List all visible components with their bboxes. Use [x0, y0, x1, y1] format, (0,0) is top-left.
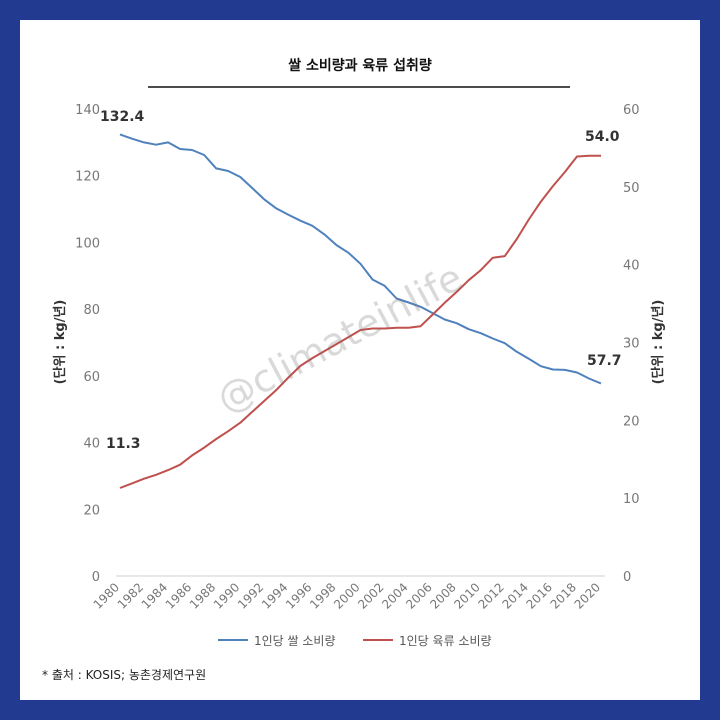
x-tick-label: 1984 [139, 580, 170, 611]
legend-label-2: 1인당 육류 소비량 [399, 634, 492, 648]
x-tick-label: 2010 [451, 580, 482, 611]
chart-svg: 쌀 소비량과 육류 섭취량 0 20 40 60 80 100 120 140 0 10 20 30 40… [52, 57, 666, 648]
chart-title: 쌀 소비량과 육류 섭취량 [288, 57, 432, 74]
y-tick-label-left: 80 [83, 303, 100, 318]
x-tick-label: 1994 [259, 580, 290, 611]
series-line-1 [119, 133, 602, 385]
x-tick-label: 1988 [187, 580, 218, 611]
y-tick-label-left: 120 [75, 170, 100, 185]
source-note: * 출처 : KOSIS; 농촌경제연구원 [42, 668, 207, 682]
x-tick-label: 1982 [115, 580, 146, 611]
x-tick-label: 1992 [235, 580, 266, 611]
y-tick-label-right: 30 [623, 337, 640, 352]
y-tick-label-right: 0 [623, 570, 631, 585]
x-tick-label: 2020 [572, 580, 603, 611]
y-tick-label-left: 140 [75, 103, 100, 118]
x-tick-label: 1990 [211, 580, 242, 611]
y-axis-title-right: (단위 : kg/년) [650, 300, 666, 385]
x-tick-label: 1996 [283, 580, 314, 611]
y-tick-label-left: 40 [83, 437, 100, 452]
x-tick-label: 2002 [355, 580, 386, 611]
x-tick-label: 2016 [524, 580, 555, 611]
x-tick-label: 2014 [499, 580, 530, 611]
x-tick-label: 2012 [475, 580, 506, 611]
x-tick-label: 2008 [427, 580, 458, 611]
x-tick-label: 1998 [307, 580, 338, 611]
y-tick-label-left: 20 [83, 503, 100, 518]
y-tick-label-right: 40 [623, 259, 640, 274]
y-axis-title-left: (단위 : kg/년) [52, 300, 68, 385]
data-label-rice-first: 132.4 [100, 109, 145, 125]
x-tick-label: 2006 [403, 580, 434, 611]
data-label-meat-first: 11.3 [106, 436, 141, 452]
chart-card: 쌀 소비량과 육류 섭취량 0 20 40 60 80 100 120 140 0 10 20 30 40… [20, 20, 700, 700]
x-tick-label: 1986 [163, 580, 194, 611]
y-tick-label-right: 60 [623, 103, 640, 118]
x-tick-label: 2000 [331, 580, 362, 611]
y-tick-label-right: 10 [623, 492, 640, 507]
y-tick-label-right: 50 [623, 181, 640, 196]
y-tick-label-left: 60 [83, 370, 100, 385]
data-label-meat-last: 54.0 [585, 129, 620, 145]
x-tick-label: 2004 [379, 580, 410, 611]
series-line-2 [119, 154, 601, 489]
legend-label-1: 1인당 쌀 소비량 [254, 634, 336, 648]
y-tick-label-left: 100 [75, 236, 100, 251]
data-label-rice-last: 57.7 [587, 353, 622, 369]
y-tick-label-right: 20 [623, 414, 640, 429]
x-tick-label: 2018 [548, 580, 579, 611]
y-tick-label-left: 0 [92, 570, 100, 585]
